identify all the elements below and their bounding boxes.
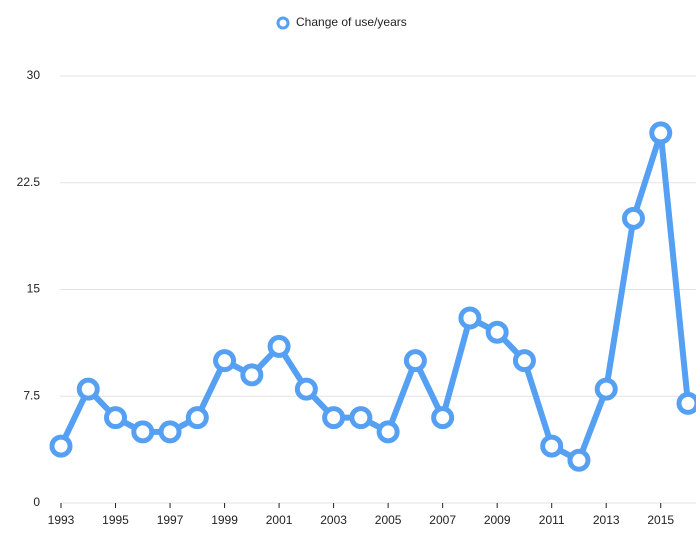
point bbox=[158, 420, 182, 444]
x-tick-label: 2009 bbox=[484, 513, 511, 527]
point bbox=[567, 448, 591, 472]
point bbox=[403, 349, 427, 373]
point bbox=[376, 420, 400, 444]
x-tick-label: 2003 bbox=[320, 513, 347, 527]
point bbox=[594, 377, 618, 401]
point bbox=[240, 363, 264, 387]
point bbox=[294, 377, 318, 401]
x-tick-label: 1999 bbox=[211, 513, 238, 527]
y-tick-label: 30 bbox=[27, 68, 41, 82]
y-tick-label: 15 bbox=[27, 282, 41, 296]
x-tick-label: 2013 bbox=[593, 513, 620, 527]
point bbox=[540, 434, 564, 458]
point bbox=[213, 349, 237, 373]
x-tick-label: 2007 bbox=[429, 513, 456, 527]
x-tick-label: 1995 bbox=[102, 513, 129, 527]
legend-label: Change of use/years bbox=[296, 15, 407, 29]
y-tick-label: 0 bbox=[33, 495, 40, 509]
point bbox=[49, 434, 73, 458]
x-tick-label: 2015 bbox=[647, 513, 674, 527]
line bbox=[58, 129, 691, 464]
point bbox=[485, 320, 509, 344]
y-tick-label: 22.5 bbox=[17, 175, 41, 189]
point bbox=[431, 406, 455, 430]
point bbox=[76, 377, 100, 401]
x-tick-label: 2001 bbox=[266, 513, 293, 527]
point bbox=[458, 306, 482, 330]
point bbox=[322, 406, 346, 430]
point bbox=[267, 334, 291, 358]
point bbox=[104, 406, 128, 430]
x-tick-label: 2005 bbox=[375, 513, 402, 527]
point bbox=[349, 406, 373, 430]
point bbox=[621, 206, 645, 230]
point bbox=[649, 121, 673, 145]
point bbox=[676, 391, 696, 415]
y-tick-label: 7.5 bbox=[23, 388, 40, 402]
x-tick-label: 1993 bbox=[48, 513, 75, 527]
x-tick-label: 1997 bbox=[157, 513, 184, 527]
legend-marker bbox=[276, 16, 290, 30]
point bbox=[185, 406, 209, 430]
point bbox=[131, 420, 155, 444]
x-tick-label: 2011 bbox=[539, 513, 565, 527]
point bbox=[512, 349, 536, 373]
